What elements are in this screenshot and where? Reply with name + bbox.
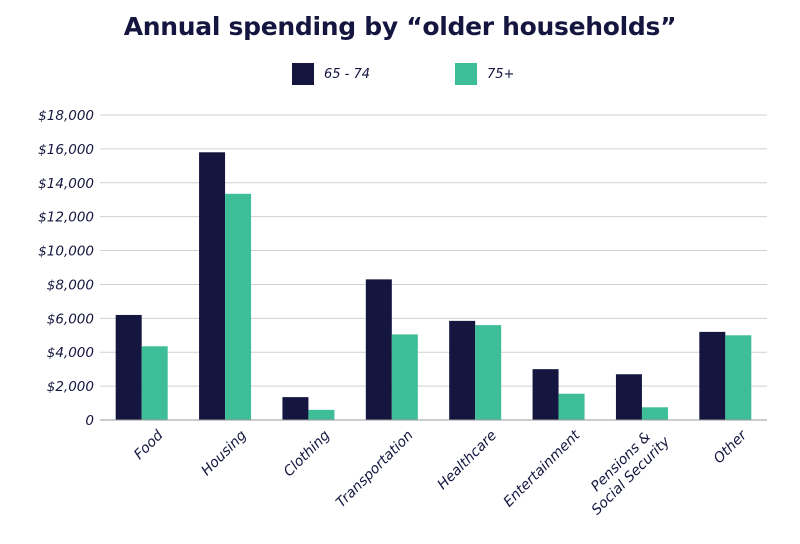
bar-series-2 <box>475 325 502 420</box>
y-tick-label: $2,000 <box>47 379 94 395</box>
bar-series-1 <box>615 374 642 420</box>
y-tick-label: $12,000 <box>38 210 94 226</box>
bar-series-1 <box>115 314 142 420</box>
x-tick-label: Transportation <box>333 428 416 511</box>
x-tick-label: Pensions &Social Security <box>577 421 674 518</box>
bar-series-2 <box>308 409 335 420</box>
bar-series-2 <box>391 334 418 420</box>
y-tick-label: $4,000 <box>47 345 94 361</box>
y-tick-label: $8,000 <box>47 277 94 293</box>
bar-series-2 <box>225 193 252 420</box>
legend-item-series-2: 75+ <box>455 62 514 86</box>
bar-series-1 <box>449 320 476 420</box>
chart-title: Annual spending by “older households” <box>123 12 677 41</box>
bar-series-1 <box>199 152 226 420</box>
bar-series-1 <box>365 279 392 420</box>
bar-series-1 <box>532 369 559 420</box>
x-tick-label: Food <box>131 427 166 462</box>
x-tick-label: Housing <box>198 427 250 479</box>
bar-series-2 <box>725 335 752 420</box>
legend: 65 - 74 75+ <box>0 62 800 86</box>
y-tick-label: $18,000 <box>38 108 94 124</box>
bar-series-1 <box>699 331 726 420</box>
x-tick-label: Entertainment <box>501 427 584 510</box>
y-tick-label: $6,000 <box>47 311 94 327</box>
bar-series-2 <box>641 407 668 420</box>
x-tick-label: Healthcare <box>435 428 500 493</box>
y-tick-label: $10,000 <box>38 244 94 260</box>
legend-label-series-2: 75+ <box>487 66 515 82</box>
y-tick-label: $14,000 <box>38 176 94 192</box>
y-tick-label: 0 <box>85 413 94 429</box>
y-tick-label: $16,000 <box>38 142 94 158</box>
x-tick-label: Clothing <box>281 427 334 480</box>
bar-series-2 <box>141 346 168 420</box>
legend-swatch-series-2 <box>455 63 477 85</box>
bar-series-2 <box>558 393 585 420</box>
legend-label-series-1: 65 - 74 <box>324 66 371 82</box>
bar-series-1 <box>282 397 309 420</box>
x-tick-label: Other <box>711 427 751 467</box>
legend-item-series-1: 65 - 74 <box>292 62 370 86</box>
legend-swatch-series-1 <box>292 63 314 85</box>
